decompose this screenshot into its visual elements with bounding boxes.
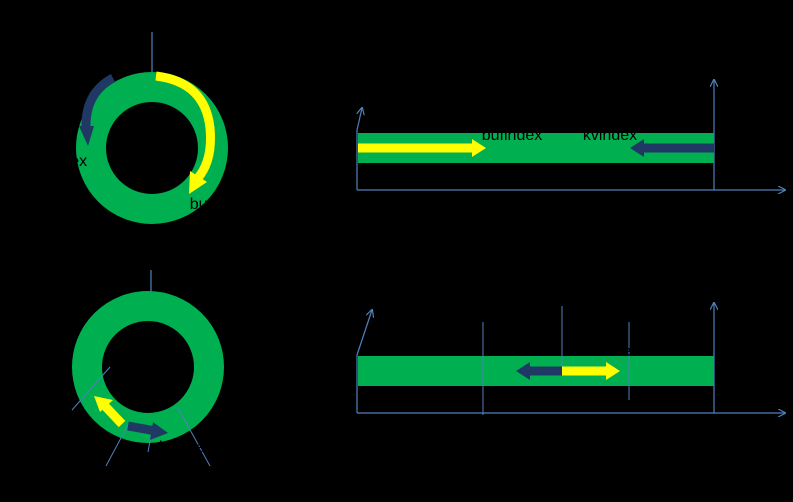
top-linear-data-arrowhead (472, 139, 486, 157)
bottom-linear-kvindex-label: kvindex (499, 343, 553, 360)
bottom-ring-pointer-kvindex (177, 407, 211, 467)
top-linear-kvindex-label: kvindex (583, 127, 637, 144)
bottom-ring-kvmeta-label: kvmeta (122, 455, 174, 472)
top-linear-left-equator-pointer (356, 108, 362, 131)
bottom-ring-equator-label: equator (69, 470, 124, 487)
bottom-linear-kv-label: <k, v> (570, 391, 614, 408)
bottom-linear-end-label: kvbuffer.size (679, 427, 768, 444)
bottom-ring-pointer-bufindex (71, 366, 111, 411)
bottom-ring-diagram: 0 kvbuffer bufindex <k, v> kvindex kvmet… (17, 251, 224, 487)
top-ring-kv-label: <k, v> (240, 127, 284, 144)
top-ring-data-arrowhead (189, 171, 207, 194)
top-linear-left-equator-label: equator (356, 57, 411, 74)
bottom-linear-data-arrowhead (606, 362, 620, 380)
top-ring-meta-arrowhead (79, 126, 94, 146)
top-linear-origin-label: 0 (353, 195, 362, 212)
bottom-ring-data-arrow (100, 401, 126, 428)
bottom-ring-meta-arrow (127, 421, 157, 436)
top-ring-kvmeta-label: kvmeta (26, 86, 78, 103)
bottom-linear-diagram: equator kvindex bufindex kvmeta <k, v> 0… (353, 283, 785, 444)
bottom-ring-pointer-equator (105, 424, 129, 467)
top-ring-meta-arrow (81, 74, 116, 129)
top-ring-kvindex-label: kvindex (33, 153, 87, 170)
top-ring-diagram: equator kvmeta kvindex kvbuffer <k, v> b… (26, 9, 284, 224)
bottom-ring-center-label: kvbuffer (120, 358, 181, 377)
bottom-ring-bufindex-label: bufindex (17, 412, 78, 429)
bottom-ring-top-label: 0 (146, 251, 155, 268)
top-linear-end-label: kvbuffer.size (679, 205, 768, 222)
bottom-ring-kv-label: <k, v> (58, 431, 102, 448)
top-ring-bufindex-label: bufindex (190, 196, 251, 213)
top-ring-center-label: kvbuffer (122, 138, 183, 157)
top-linear-meta-arrowhead (630, 139, 644, 157)
bottom-ring-data-arrowhead (94, 396, 113, 412)
bottom-linear-equator-label: equator (533, 283, 588, 300)
bottom-linear-kvmeta-label: kvmeta (500, 391, 552, 408)
top-linear-kvmeta-label: kvmeta (654, 112, 706, 129)
top-ring-data-arrow (155, 71, 215, 181)
bottom-ring-kvindex-label: kvindex (159, 439, 213, 456)
top-linear-diagram: equator equator <k, v> bufindex kvindex … (353, 57, 785, 222)
bottom-linear-meta-arrowhead (516, 362, 530, 380)
top-linear-right-equator-label: equator (683, 57, 738, 74)
top-linear-bufindex-label: bufindex (482, 127, 543, 144)
bottom-linear-bufindex-label: bufindex (579, 343, 640, 360)
top-ring-top-label: equator (125, 9, 180, 26)
top-linear-kv-label: <k, v> (397, 113, 441, 130)
bottom-ring-meta-arrowhead (150, 422, 168, 440)
bottom-linear-start-pointer (356, 310, 372, 356)
bottom-linear-origin-label: 0 (353, 418, 362, 435)
